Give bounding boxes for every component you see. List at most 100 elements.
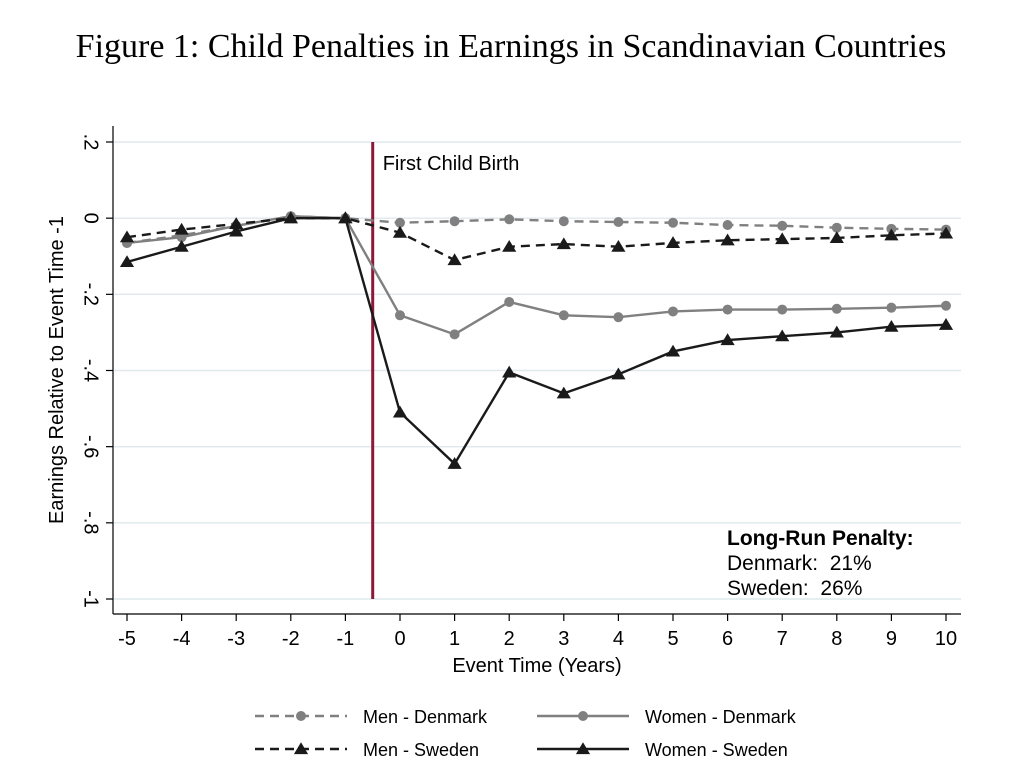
x-tick-label: 10: [935, 628, 957, 650]
data-point-women-sweden: [775, 329, 790, 342]
data-point-men-sweden: [119, 230, 135, 243]
data-point-women-denmark: [504, 296, 515, 307]
legend-label-women-denmark: Women - Denmark: [645, 707, 797, 727]
data-point-women-denmark: [941, 300, 951, 311]
annotation-title: Long-Run Penalty:: [727, 527, 914, 550]
legend-label-men-sweden: Men - Sweden: [363, 740, 479, 760]
data-point-women-denmark: [886, 302, 897, 313]
data-point-women-denmark: [777, 304, 788, 315]
event-line-group: First Child Birth: [371, 142, 520, 599]
data-point-men-denmark: [613, 216, 624, 227]
data-point-women-sweden: [392, 405, 408, 418]
x-tick-label: 0: [394, 628, 405, 650]
data-point-women-sweden: [556, 386, 571, 399]
data-point-men-sweden: [665, 236, 681, 248]
annotation-line: Sweden: 26%: [727, 577, 862, 600]
data-point-men-sweden: [720, 233, 735, 246]
data-point-men-denmark: [558, 216, 569, 227]
data-point-men-denmark: [395, 217, 405, 228]
x-tick-label: 3: [558, 628, 569, 650]
y-tick-label: -.2: [80, 283, 102, 306]
axes: .2 0 -.2 -.4 -.6 -.8 -1 -5 -4 -3 -2 -1 0 1 2 3 4 5 6 7 8 9 10 E…: [46, 126, 961, 677]
x-tick-label: -2: [282, 628, 300, 650]
data-point-women-denmark: [449, 329, 460, 340]
data-point-women-denmark: [176, 232, 187, 243]
x-tick-label: 8: [831, 628, 842, 650]
x-tick-label: 1: [449, 628, 460, 650]
data-point-women-sweden: [720, 333, 735, 346]
x-tick-label: 6: [722, 628, 733, 650]
gridlines: [114, 141, 961, 600]
x-tick-label: 7: [777, 628, 788, 650]
y-tick-label: -1: [80, 590, 102, 608]
series-line-women-sweden: [126, 216, 947, 466]
data-point-men-sweden: [392, 225, 408, 238]
data-point-men-denmark: [504, 214, 515, 225]
x-tick-label: -5: [118, 628, 136, 650]
data-point-women-sweden: [938, 318, 954, 330]
data-point-women-denmark: [722, 304, 733, 315]
y-tick-label: -.6: [80, 435, 102, 458]
legend-label-women-sweden: Women - Sweden: [645, 740, 788, 760]
data-point-women-sweden: [502, 365, 517, 378]
data-point-women-sweden: [665, 344, 681, 357]
data-point-men-sweden: [775, 232, 790, 245]
legend: Men - Denmark Women - Denmark Men - Sweden…: [255, 707, 797, 760]
data-point-women-sweden: [884, 319, 899, 332]
data-point-women-denmark: [558, 310, 569, 321]
y-tick-label: .2: [80, 134, 102, 151]
legend-marker-men-denmark: [296, 711, 306, 721]
legend-label-men-denmark: Men - Denmark: [363, 707, 488, 727]
annotation-line: Denmark: 21%: [727, 552, 872, 575]
data-point-women-sweden: [447, 457, 462, 469]
y-tick-label: -.4: [80, 359, 102, 382]
x-tick-label: 4: [613, 628, 624, 650]
data-point-men-sweden: [938, 226, 954, 239]
x-tick-label: 9: [886, 628, 897, 650]
data-point-women-denmark: [395, 310, 405, 321]
data-point-women-sweden: [829, 325, 844, 338]
data-point-women-denmark: [613, 312, 624, 323]
series-lines: [126, 215, 947, 466]
x-tick-label: 5: [667, 628, 678, 650]
data-point-men-denmark: [722, 220, 733, 231]
annotation-group: Long-Run Penalty:Denmark: 21%Sweden: 26%: [727, 527, 914, 600]
data-point-women-denmark: [668, 306, 678, 317]
x-tick-label: -4: [173, 628, 191, 650]
series-line-women-denmark: [126, 215, 947, 336]
x-tick-label: -1: [337, 628, 355, 650]
data-point-women-sweden: [338, 211, 353, 224]
y-axis-label: Earnings Relative to Event Time -1: [46, 216, 68, 524]
data-point-women-sweden: [229, 224, 244, 237]
data-point-men-denmark: [831, 222, 842, 233]
x-tick-label: -3: [227, 628, 245, 650]
data-point-women-sweden: [283, 211, 298, 224]
data-point-women-sweden: [174, 239, 189, 252]
y-tick-label: -.8: [80, 511, 102, 534]
data-point-men-denmark: [777, 220, 788, 231]
data-point-women-denmark: [831, 303, 842, 314]
data-point-men-sweden: [611, 239, 626, 252]
data-point-men-sweden: [556, 237, 571, 250]
data-point-men-sweden: [884, 228, 899, 241]
legend-marker-women-sweden: [575, 742, 591, 755]
data-point-men-sweden: [829, 231, 844, 244]
figure-title: Figure 1: Child Penalties in Earnings in…: [75, 28, 947, 65]
legend-marker-women-denmark: [578, 711, 588, 721]
series-line-men-sweden: [126, 216, 947, 262]
data-point-men-denmark: [668, 217, 678, 228]
event-line-label: First Child Birth: [383, 153, 520, 175]
data-point-women-sweden: [119, 255, 135, 268]
x-tick-label: 2: [504, 628, 515, 650]
data-point-women-sweden: [611, 367, 626, 380]
y-tick-label: 0: [80, 213, 102, 224]
data-point-men-sweden: [174, 222, 189, 235]
data-point-men-sweden: [502, 239, 517, 252]
data-point-men-denmark: [449, 216, 460, 227]
series-markers: [119, 211, 954, 469]
legend-marker-men-sweden: [293, 742, 309, 755]
data-point-men-sweden: [229, 217, 244, 229]
data-point-men-sweden: [447, 253, 462, 266]
x-axis-label: Event Time (Years): [452, 655, 621, 677]
